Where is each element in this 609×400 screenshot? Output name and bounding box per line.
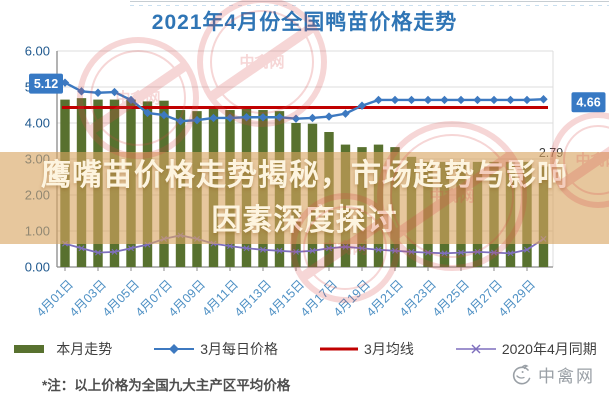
watermark-stamp: 中禽网 xyxy=(77,37,199,159)
svg-text:4.00: 4.00 xyxy=(25,116,50,131)
svg-text:4月15日: 4月15日 xyxy=(265,277,307,319)
legend-item-march-daily: 3月每日价格 xyxy=(154,339,278,359)
legend-label: 2020年4月同期 xyxy=(501,341,597,357)
svg-text:4月01日: 4月01日 xyxy=(34,277,76,319)
footnote: *注：以上价格为全国九大主产区平均价格 xyxy=(42,378,291,393)
svg-text:4月17日: 4月17日 xyxy=(298,277,340,319)
svg-text:中禽网: 中禽网 xyxy=(239,53,284,71)
site-logo: 中禽网 xyxy=(509,362,595,387)
top-border-artifact xyxy=(130,1,609,2)
svg-text:5.00: 5.00 xyxy=(25,80,50,95)
bird-logo-icon xyxy=(512,364,531,384)
logo-text: 中禽网 xyxy=(538,367,595,386)
chart-legend: 本月走势 3月每日价格 3月均线 2020年4月同期 xyxy=(0,338,609,360)
svg-text:4月25日: 4月25日 xyxy=(430,277,472,319)
legend-label: 本月走势 xyxy=(56,341,113,357)
svg-text:中禽网: 中禽网 xyxy=(115,89,160,107)
legend-label: 3月均线 xyxy=(364,341,414,357)
svg-text:5.12: 5.12 xyxy=(34,77,58,91)
svg-text:4月21日: 4月21日 xyxy=(364,277,406,319)
svg-text:4月07日: 4月07日 xyxy=(133,277,175,319)
headline-line2: 因素深度探讨 xyxy=(211,204,398,237)
svg-text:4月27日: 4月27日 xyxy=(463,277,505,319)
bar-swatch-icon xyxy=(14,345,45,353)
legend-item-march-average: 3月均线 xyxy=(320,339,414,359)
svg-text:4月09日: 4月09日 xyxy=(166,277,208,319)
svg-text:4月03日: 4月03日 xyxy=(67,277,109,319)
svg-text:4月23日: 4月23日 xyxy=(397,277,439,319)
legend-label: 3月每日价格 xyxy=(200,341,279,357)
headline-line1: 鹰嘴苗价格走势揭秘，市场趋势与影响 xyxy=(41,159,568,192)
svg-text:0.00: 0.00 xyxy=(25,260,50,275)
diamond-line-swatch-icon xyxy=(154,344,195,354)
svg-text:4月11日: 4月11日 xyxy=(199,277,241,319)
svg-text:6.00: 6.00 xyxy=(25,44,50,59)
legend-item-last-year: 2020年4月同期 xyxy=(455,339,597,359)
page-title: 2021年4月份全国鸭苗价格走势 xyxy=(151,11,458,34)
headline-banner: 鹰嘴苗价格走势揭秘，市场趋势与影响 因素深度探讨 xyxy=(0,152,609,244)
top-dotted-artifact xyxy=(130,5,609,6)
svg-text:4.66: 4.66 xyxy=(576,96,600,110)
x-line-swatch-icon xyxy=(455,344,496,354)
svg-text:4月13日: 4月13日 xyxy=(232,277,274,319)
svg-text:4月29日: 4月29日 xyxy=(496,277,538,319)
svg-text:4月05日: 4月05日 xyxy=(100,277,142,319)
red-line-swatch-icon xyxy=(320,347,359,351)
svg-text:4月19日: 4月19日 xyxy=(331,277,373,319)
legend-item-current-month: 本月走势 xyxy=(12,339,112,359)
